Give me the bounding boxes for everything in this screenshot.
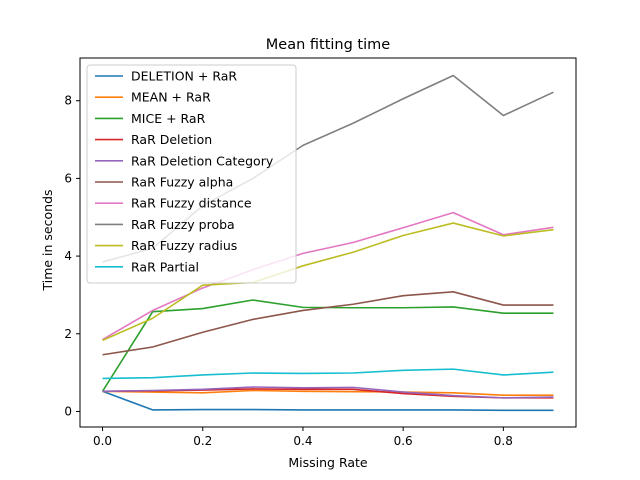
series-line-rar-fuzzy-radius bbox=[102, 222, 554, 342]
y-tick-label: 6 bbox=[64, 171, 72, 185]
x-tick-label: 0.6 bbox=[394, 434, 413, 448]
chart-title: Mean fitting time bbox=[266, 37, 390, 53]
legend-label: RaR Fuzzy radius bbox=[131, 238, 237, 253]
series-line-rar-partial bbox=[102, 368, 554, 380]
series-line-rar-fuzzy-distance bbox=[102, 211, 554, 341]
y-tick-label: 8 bbox=[64, 94, 72, 108]
legend-label: RaR Fuzzy distance bbox=[131, 196, 252, 211]
legend-label: RaR Deletion Category bbox=[131, 153, 274, 168]
x-tick-label: 0.2 bbox=[193, 434, 212, 448]
plot-frame bbox=[79, 57, 577, 428]
x-tick-label: 0.8 bbox=[494, 434, 513, 448]
x-axis: 0.0 0.2 0.4 0.6 0.8 bbox=[93, 427, 513, 448]
y-tick-label: 0 bbox=[64, 404, 72, 418]
legend-label: RaR Fuzzy alpha bbox=[131, 175, 233, 190]
y-tick-label: 2 bbox=[64, 327, 72, 341]
legend-label: RaR Deletion bbox=[131, 132, 212, 147]
series-line-rar-deletion-category bbox=[102, 386, 554, 399]
legend-label: MICE + RaR bbox=[131, 111, 206, 126]
legend-label: RaR Fuzzy proba bbox=[131, 217, 235, 232]
legend-label: MEAN + RaR bbox=[131, 90, 211, 105]
series-line-rar-fuzzy-alpha bbox=[102, 291, 554, 356]
legend-label: RaR Partial bbox=[131, 259, 199, 274]
y-axis-label: Time in seconds bbox=[40, 189, 55, 291]
legend-label: DELETION + RaR bbox=[131, 69, 237, 84]
series-line-mean-rar bbox=[102, 389, 554, 396]
y-tick-label: 4 bbox=[64, 249, 72, 263]
plot-area bbox=[101, 74, 554, 412]
x-tick-label: 0.4 bbox=[293, 434, 312, 448]
y-axis: 0 2 4 6 8 bbox=[64, 94, 80, 418]
legend: DELETION + RaR MEAN + RaR MICE + RaR RaR De… bbox=[86, 64, 297, 284]
x-axis-label: Missing Rate bbox=[288, 455, 368, 470]
series-line-mice-rar bbox=[101, 299, 554, 392]
x-tick-label: 0.0 bbox=[93, 434, 112, 448]
series-line-deletion-rar bbox=[102, 390, 554, 412]
legend-box bbox=[86, 64, 297, 284]
